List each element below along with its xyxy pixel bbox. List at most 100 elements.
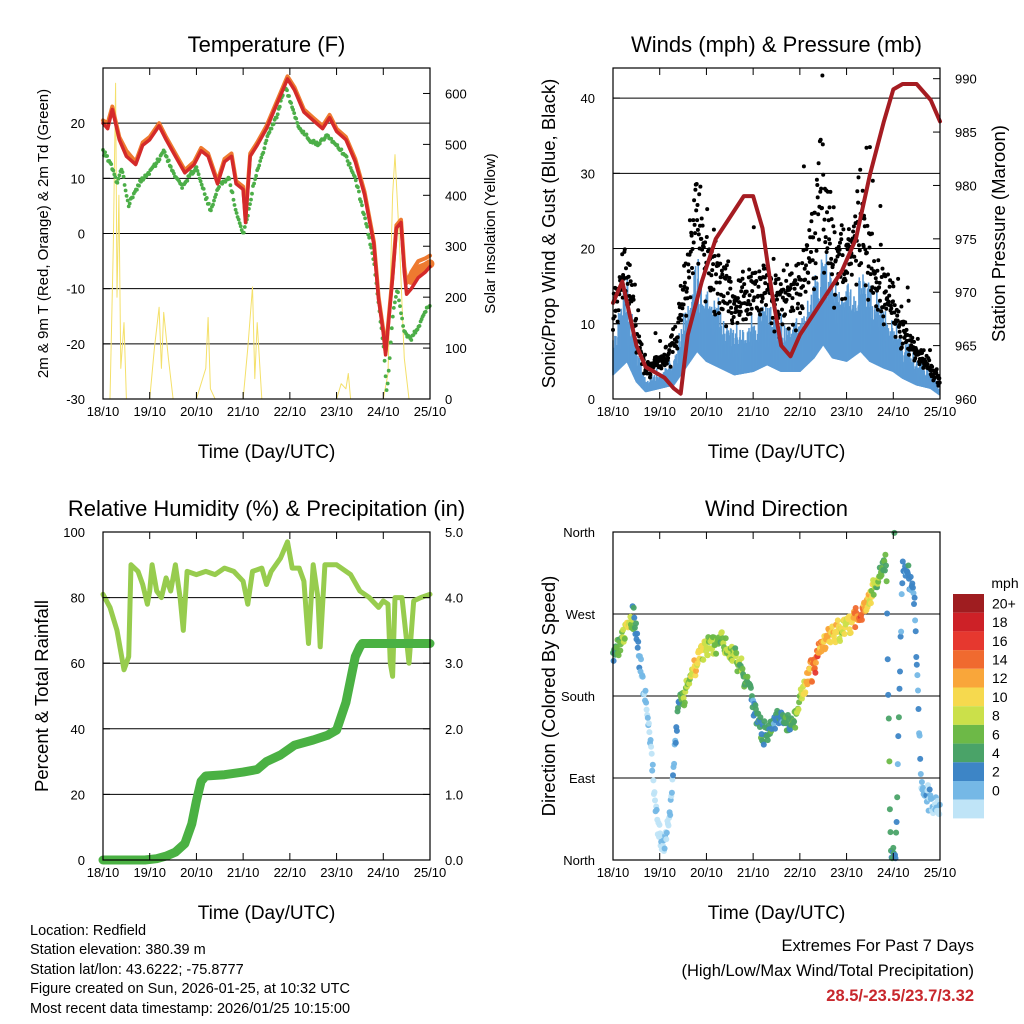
x-tick-label: 19/10 — [133, 404, 166, 419]
dewpoint-point — [357, 189, 361, 194]
dewpoint-point — [359, 199, 363, 204]
dewpoint-point — [367, 235, 372, 240]
legend-label: 18 — [992, 614, 1008, 630]
dewpoint-point — [277, 104, 282, 109]
gust-point — [800, 306, 805, 311]
dewpoint-point — [250, 191, 254, 196]
gust-point — [825, 210, 829, 215]
direction-point — [912, 628, 919, 635]
y-axis-label: Sonic/Prop Wind & Gust (Blue, Black) — [538, 79, 559, 388]
direction-series — [610, 529, 943, 862]
direction-point — [680, 695, 687, 701]
gust-point — [793, 278, 798, 283]
gust-point — [875, 307, 880, 312]
gust-point — [783, 312, 787, 317]
dewpoint-point — [301, 129, 306, 134]
dewpoint-point — [409, 338, 414, 342]
dewpoint-point — [329, 136, 334, 141]
gust-point — [719, 268, 724, 273]
gust-point — [727, 275, 732, 280]
dewpoint-point — [391, 306, 396, 310]
direction-point — [834, 617, 841, 624]
gust-point — [695, 218, 700, 223]
dewpoint-point — [267, 130, 272, 135]
gust-point — [631, 294, 636, 299]
gust-point — [615, 299, 620, 304]
y2-tick-label: 200 — [445, 290, 467, 305]
direction-point — [744, 673, 751, 680]
direction-point — [883, 578, 890, 585]
gust-point — [891, 284, 896, 289]
direction-point — [926, 786, 933, 793]
gust-point — [763, 290, 768, 295]
dewpoint-point — [369, 245, 374, 250]
gust-point — [937, 376, 942, 381]
dewpoint-point — [393, 300, 397, 305]
gust-point — [697, 192, 702, 197]
dewpoint-point — [248, 202, 252, 207]
direction-point — [642, 687, 649, 694]
gust-point — [839, 223, 844, 228]
gust-point — [800, 261, 805, 266]
panel-3: Relative Humidity (%) & Precipitation (i… — [31, 496, 465, 924]
y-axis-label: 2m & 9m T (Red, Orange) & 2m Td (Green) — [35, 89, 52, 378]
dewpoint-point — [335, 143, 340, 147]
x-tick-label: 21/10 — [737, 865, 770, 880]
y2-axis-label: Solar Insolation (Yellow) — [482, 153, 499, 313]
dewpoint-point — [168, 164, 173, 169]
plot-border — [102, 531, 431, 861]
direction-point — [918, 779, 925, 785]
gust-point — [877, 285, 882, 290]
gust-point — [658, 339, 663, 343]
gust-point — [711, 287, 716, 292]
y-tick-label: 20 — [71, 787, 85, 802]
gust-point — [668, 364, 673, 369]
direction-point — [890, 844, 897, 851]
dewpoint-point — [345, 159, 350, 163]
direction-point — [898, 628, 905, 635]
dewpoint-point — [238, 224, 243, 229]
gust-point — [823, 240, 828, 245]
gust-point — [795, 306, 800, 311]
gust-point — [717, 280, 722, 285]
extremes-box: Extremes For Past 7 Days (High/Low/Max W… — [681, 934, 974, 1009]
gust-point — [690, 247, 695, 251]
gust-point — [798, 277, 803, 282]
gust-point — [746, 299, 751, 303]
station-info: Location: Redfield Station elevation: 38… — [30, 922, 350, 1019]
gust-point — [806, 270, 811, 275]
gust-point — [675, 335, 680, 340]
dewpoint-point — [172, 171, 176, 176]
direction-point — [812, 669, 819, 676]
gust-point — [645, 360, 650, 364]
gust-point — [723, 266, 728, 271]
direction-point — [700, 656, 707, 663]
gust-point — [689, 233, 694, 238]
gust-point — [813, 231, 818, 236]
gust-point — [728, 286, 733, 291]
gust-point — [636, 308, 641, 313]
y-tick-label: South — [561, 689, 595, 704]
gust-point — [812, 210, 817, 215]
dewpoint-point — [383, 374, 388, 379]
gust-point — [903, 320, 908, 325]
x-axis-label: Time (Day/UTC) — [198, 903, 336, 924]
gust-point — [686, 262, 691, 267]
gust-point — [888, 278, 893, 283]
gust-point — [724, 273, 729, 278]
direction-point — [646, 729, 653, 736]
dewpoint-point — [252, 181, 256, 186]
gust-point — [751, 298, 756, 303]
gust-point — [690, 266, 694, 270]
gust-point — [634, 316, 639, 321]
direction-point — [760, 741, 767, 748]
gust-point — [773, 281, 778, 286]
gust-point — [831, 205, 836, 210]
gust-point — [805, 243, 810, 248]
y-tick-label: -10 — [66, 282, 85, 297]
gust-point — [709, 273, 714, 278]
gust-point — [724, 324, 729, 329]
x-tick-label: 24/10 — [877, 865, 910, 880]
x-tick-label: 21/10 — [227, 865, 260, 880]
gust-point — [852, 254, 857, 259]
